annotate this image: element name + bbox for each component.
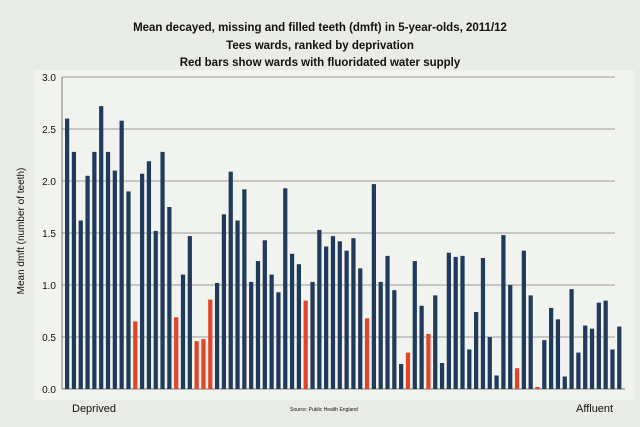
bar bbox=[508, 285, 513, 389]
bar bbox=[610, 349, 615, 389]
x-label-affluent: Affluent bbox=[576, 403, 614, 415]
bar bbox=[344, 250, 349, 389]
bar bbox=[167, 207, 172, 389]
bar bbox=[249, 281, 254, 389]
bar bbox=[310, 281, 315, 389]
bar bbox=[399, 364, 404, 389]
bar bbox=[596, 302, 601, 389]
bar bbox=[392, 290, 397, 389]
bar bbox=[119, 120, 124, 390]
source-note: Source: Public Health England bbox=[290, 407, 358, 413]
bar bbox=[269, 274, 274, 389]
bar bbox=[255, 261, 261, 389]
bar bbox=[317, 229, 322, 389]
bar bbox=[412, 261, 417, 389]
bar bbox=[583, 325, 588, 389]
bar bbox=[569, 289, 574, 389]
bar bbox=[276, 292, 281, 389]
bar bbox=[494, 375, 499, 389]
bar bbox=[139, 173, 145, 389]
bar bbox=[474, 312, 479, 389]
bar bbox=[187, 236, 192, 389]
bar bbox=[65, 118, 70, 389]
bar bbox=[562, 376, 567, 389]
bar bbox=[153, 230, 158, 389]
bar bbox=[228, 171, 233, 389]
bar bbox=[433, 295, 438, 389]
bar bbox=[262, 240, 267, 389]
bar bbox=[296, 264, 302, 389]
bar bbox=[385, 255, 390, 389]
bar bbox=[324, 246, 329, 389]
y-tick-label: 2.5 bbox=[42, 125, 56, 136]
bar-fluoridated bbox=[405, 352, 411, 389]
bar bbox=[99, 106, 104, 390]
bar-fluoridated bbox=[426, 333, 431, 389]
bar bbox=[351, 238, 356, 389]
bar bbox=[221, 214, 227, 389]
bar bbox=[146, 161, 152, 389]
bar bbox=[378, 281, 383, 389]
bar bbox=[487, 337, 492, 389]
y-tick-label: 0.0 bbox=[42, 385, 56, 396]
bar bbox=[358, 268, 363, 389]
bar bbox=[85, 175, 90, 389]
bar bbox=[555, 319, 561, 389]
bar bbox=[242, 189, 247, 389]
bar bbox=[480, 257, 486, 389]
y-axis-label: Mean dmft (number of teeth) bbox=[16, 167, 27, 295]
y-tick-label: 1.5 bbox=[42, 229, 56, 240]
bar bbox=[521, 250, 526, 389]
bar bbox=[460, 255, 465, 389]
y-tick-label: 2.0 bbox=[42, 177, 56, 188]
bar bbox=[589, 328, 595, 389]
bar bbox=[371, 184, 376, 389]
bar bbox=[180, 274, 186, 389]
bar-fluoridated bbox=[174, 317, 179, 389]
bar bbox=[542, 340, 547, 389]
bar-fluoridated bbox=[208, 299, 213, 389]
bar bbox=[214, 282, 220, 389]
bar bbox=[289, 253, 295, 389]
bar bbox=[549, 307, 554, 389]
chart-title: Mean decayed, missing and filled teeth (… bbox=[133, 22, 507, 34]
bar bbox=[617, 326, 622, 389]
y-tick-label: 0.5 bbox=[42, 333, 56, 344]
bar bbox=[126, 191, 131, 389]
bar bbox=[467, 349, 472, 389]
bar bbox=[330, 236, 336, 389]
bar-fluoridated bbox=[194, 341, 199, 389]
bar-fluoridated bbox=[535, 386, 540, 389]
bar bbox=[337, 241, 342, 389]
y-tick-label: 1.0 bbox=[42, 281, 56, 292]
bar-fluoridated bbox=[514, 368, 520, 389]
bar bbox=[419, 305, 424, 389]
bar bbox=[160, 151, 165, 389]
bar bbox=[78, 220, 83, 389]
bar bbox=[501, 235, 506, 389]
bar bbox=[71, 151, 77, 389]
bar bbox=[576, 352, 581, 389]
bar bbox=[235, 220, 240, 389]
bar bbox=[446, 252, 451, 389]
x-label-deprived: Deprived bbox=[72, 403, 117, 415]
bar-fluoridated bbox=[201, 339, 206, 389]
bar bbox=[603, 300, 608, 389]
bar bbox=[92, 151, 97, 389]
y-tick-label: 3.0 bbox=[42, 73, 56, 84]
chart-subtitle-2: Red bars show wards with fluoridated wat… bbox=[179, 57, 461, 69]
chart-subtitle-1: Tees wards, ranked by deprivation bbox=[226, 40, 414, 52]
bar-fluoridated bbox=[303, 300, 308, 389]
bar bbox=[528, 295, 533, 389]
bar bbox=[105, 151, 111, 389]
bar-fluoridated bbox=[133, 321, 138, 389]
bar bbox=[112, 170, 117, 389]
bar bbox=[453, 256, 458, 389]
bar-fluoridated bbox=[364, 318, 370, 389]
bar bbox=[283, 188, 288, 389]
bar bbox=[439, 363, 445, 389]
